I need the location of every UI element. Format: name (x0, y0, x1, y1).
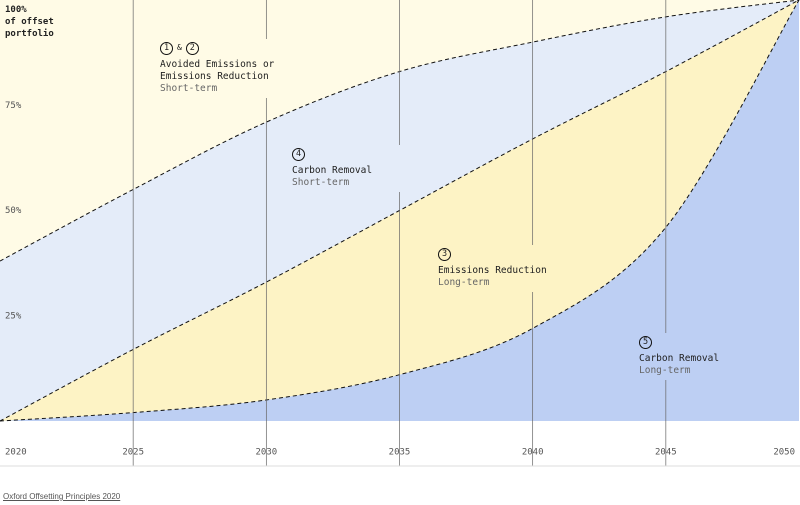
series-label: 1 & 2 Avoided Emissions or Emissions Reduct… (160, 39, 284, 98)
y-axis-top: 100% of offset portfolio (5, 4, 67, 40)
y-tick-label: 75% (5, 101, 22, 111)
series-term: Long-term (639, 365, 691, 376)
y-tick-label: 25% (5, 311, 22, 321)
x-tick-label: 2035 (389, 448, 411, 458)
series-name: Emissions Reduction (438, 265, 547, 276)
source: Oxford Offsetting Principles 2020 (3, 492, 121, 501)
y-tick-label: 50% (5, 206, 22, 216)
badge: 3 (438, 248, 451, 261)
x-tick-label: 2030 (255, 448, 277, 458)
x-tick-label: 2025 (122, 448, 144, 458)
badges: 1 & 2 (160, 42, 284, 59)
x-tick-label: 2050 (773, 448, 795, 458)
badge: 4 (292, 148, 305, 161)
series-label: 4 Carbon Removal Short-term (292, 145, 416, 192)
series-term: Short-term (160, 83, 218, 94)
badge: 2 (185, 42, 199, 55)
series-term: Long-term (438, 277, 490, 288)
series-name: Avoided Emissions or Emissions Reduction (160, 59, 275, 82)
x-tick-label: 2020 (5, 448, 27, 458)
series-label: 3 Emissions Reduction Long-term (438, 245, 562, 292)
x-tick-label: 2040 (522, 448, 544, 458)
series-term: Short-term (292, 177, 350, 188)
x-tick-label: 2045 (655, 448, 677, 458)
area (0, 0, 799, 421)
series-name: Carbon Removal (292, 165, 373, 176)
badge-separator: & (177, 43, 182, 52)
badge: 1 (160, 42, 173, 55)
y-tick-label: 100% (5, 5, 27, 15)
badges: 5 (639, 336, 763, 353)
boundary-line (0, 0, 800, 422)
badges: 3 (438, 248, 562, 265)
series-name: Carbon Removal (639, 353, 720, 364)
badges: 4 (292, 148, 416, 165)
y-axis-label: of offset portfolio (5, 17, 54, 39)
badge: 5 (639, 336, 652, 349)
series-label: 5 Carbon Removal Long-term (639, 333, 763, 380)
